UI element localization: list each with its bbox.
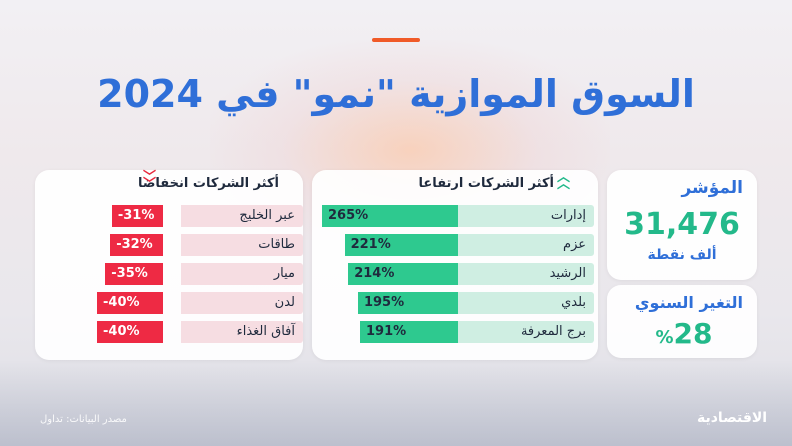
losers-row: ميار -35% <box>97 263 303 285</box>
index-label: المؤشر <box>681 178 743 198</box>
yearly-change-value-wrap: %28 <box>607 317 757 350</box>
double-chevron-up-icon: ︿ ︿ <box>557 170 571 192</box>
top-losers-panel: ﹀ ﹀ أكثر الشركات انخفاضا عبر الخليج -31% طا… <box>35 170 303 360</box>
losers-value-bar: -40% <box>97 321 163 343</box>
bottom-shade <box>0 360 792 446</box>
gainers-row-background <box>458 205 594 227</box>
gainers-title: أكثر الشركات ارتفاعا <box>418 176 554 191</box>
losers-value-bar: -35% <box>105 263 163 285</box>
losers-company-name: لدن <box>274 295 295 310</box>
yearly-change-label: التغير السنوي <box>634 293 743 312</box>
losers-company-name: عبر الخليج <box>239 208 295 223</box>
gainers-row-background <box>458 321 594 343</box>
gainers-company-name: برج المعرفة <box>520 324 586 339</box>
yearly-change-card: التغير السنوي %28 <box>607 285 757 358</box>
page-title: السوق الموازية "نمو" في 2024 <box>97 72 695 116</box>
losers-row-background <box>181 234 303 256</box>
losers-value-bar: -40% <box>97 292 163 314</box>
losers-row-background <box>181 321 303 343</box>
losers-row-background <box>181 205 303 227</box>
double-chevron-down-icon: ﹀ ﹀ <box>143 170 157 192</box>
gainers-value-bar: 221% <box>344 234 458 256</box>
brand-logo: الاقتصادية <box>697 410 768 426</box>
percent-sign: % <box>655 327 674 348</box>
gainers-company-name: إدارات <box>550 208 586 223</box>
yearly-change-value: 28 <box>673 317 713 350</box>
gainers-company-name: عزم <box>563 237 586 252</box>
gainers-row-background <box>458 234 594 256</box>
losers-company-name: آفاق الغذاء <box>236 324 295 339</box>
data-source: مصدر البيانات: تداول <box>40 414 127 425</box>
losers-row-background <box>181 292 303 314</box>
losers-value-bar: -32% <box>110 234 163 256</box>
losers-row: آفاق الغذاء -40% <box>97 321 303 343</box>
losers-title: أكثر الشركات انخفاضا <box>137 176 279 191</box>
losers-row-background <box>181 263 303 285</box>
index-card: المؤشر 31,476 ألف نقطة <box>607 170 757 280</box>
losers-row: لدن -40% <box>97 292 303 314</box>
gainers-row-background <box>458 292 594 314</box>
gainers-row: بلدي 195% <box>326 292 594 314</box>
gainers-row: إدارات 265% <box>322 205 594 227</box>
gainers-value-bar: 265% <box>322 205 458 227</box>
gainers-row: الرشيد 214% <box>326 263 594 285</box>
gainers-row: برج المعرفة 191% <box>326 321 594 343</box>
gainers-value-bar: 191% <box>359 321 458 343</box>
losers-value-bar: -31% <box>111 205 163 227</box>
losers-company-name: طاقات <box>258 237 295 252</box>
top-gainers-panel: ︿ ︿ أكثر الشركات ارتفاعا إدارات 265% عزم 221… <box>312 170 598 360</box>
index-value: 31,476 <box>624 207 740 242</box>
gainers-company-name: بلدي <box>561 295 586 310</box>
gainers-value-bar: 214% <box>348 263 458 285</box>
gainers-row: عزم 221% <box>326 234 594 256</box>
losers-row: عبر الخليج -31% <box>97 205 303 227</box>
index-unit: ألف نقطة <box>647 247 717 263</box>
losers-row: طاقات -32% <box>97 234 303 256</box>
accent-line <box>372 38 420 42</box>
gainers-company-name: الرشيد <box>549 266 586 281</box>
gainers-value-bar: 195% <box>357 292 458 314</box>
gainers-row-background <box>458 263 594 285</box>
losers-company-name: ميار <box>273 266 295 281</box>
